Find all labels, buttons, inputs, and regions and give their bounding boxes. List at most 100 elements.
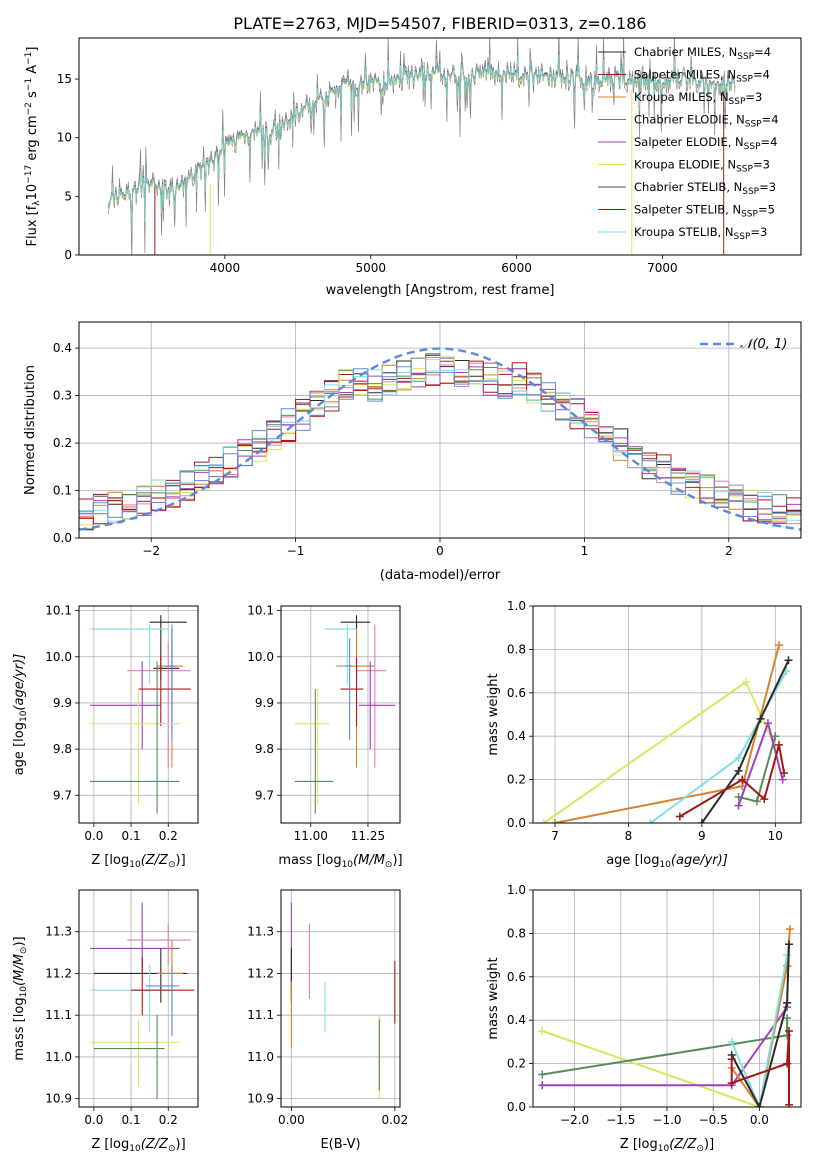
x-tick-label: 5000 <box>355 261 386 275</box>
y-tick-label: 0.0 <box>53 531 72 545</box>
label-part: mass weight <box>486 673 501 755</box>
label-part: erg cm <box>25 115 40 164</box>
x-tick-label: 11.00 <box>294 829 328 843</box>
y-tick-label: 11.0 <box>247 1050 274 1064</box>
label-part: Normed distribution <box>23 365 38 495</box>
label-part: 10 <box>129 1144 141 1154</box>
x-tick-label: 0.00 <box>278 1113 305 1127</box>
label-part: ] <box>25 47 40 52</box>
plot-area <box>281 606 400 823</box>
x-tick-label: 9 <box>698 829 706 843</box>
y-tick-label: 11.0 <box>45 1050 72 1064</box>
label-part: (M/M <box>12 954 27 986</box>
x-tick-label: 11.25 <box>351 829 385 843</box>
label-part: Kroupa ELODIE, N <box>634 158 736 172</box>
histogram-series <box>79 366 801 538</box>
label-part: Salpeter ELODIE, N <box>634 135 744 149</box>
label-part: =4 <box>753 68 770 82</box>
y-tick-label: 11.2 <box>45 966 72 980</box>
label-part: Kroupa MILES, N <box>634 90 729 104</box>
x-tick-label: 2 <box>725 544 733 558</box>
x-tick-label: 0.0 <box>84 829 103 843</box>
x-axis-label: Z [log10​(Z/Z⊙​)] <box>91 853 185 870</box>
label-part: −1 <box>24 52 34 65</box>
label-part: )] <box>176 1137 186 1152</box>
x-tick-label: 7000 <box>647 261 678 275</box>
mass-vs-ebv-panel: 0.00 0.02 10.9 11.0 11.1 11.2 11.3 E(B-V) <box>247 889 408 1152</box>
x-tick-label: 0.2 <box>159 1113 178 1127</box>
label-part: 10 <box>19 986 29 998</box>
y-tick-label: 0.6 <box>507 686 526 700</box>
spectrum-panel: 4000 5000 6000 7000 0 5 10 15 wavelength [Angstr… <box>24 37 802 298</box>
label-part: 10 <box>342 860 354 870</box>
label-part: SSP <box>729 97 746 107</box>
y-tick-label: 0.0 <box>507 816 526 830</box>
mass-vs-metallicity-panel: 0.0 0.1 0.2 10.9 11.0 11.1 11.2 11.3 Z [log10​(Z… <box>12 889 199 1154</box>
x-tick-label: 0.2 <box>159 829 178 843</box>
weight-series <box>730 944 790 1107</box>
label-part: SSP <box>742 187 759 197</box>
legend-label: 𝒩(0, 1) <box>740 337 787 352</box>
label-part: SSP <box>736 165 753 175</box>
gaussian-curve <box>79 347 801 531</box>
axes-frame <box>280 605 401 824</box>
age-vs-mass-panel: 11.00 11.25 9.7 9.8 9.9 10.0 10.1 mass [log10​(… <box>247 604 402 870</box>
label-part: SSP <box>741 210 758 220</box>
axes-frame <box>78 889 199 1108</box>
x-tick-label: 1 <box>581 544 589 558</box>
label-part: 10 <box>129 860 141 870</box>
legend-label: Kroupa ELODIE, NSSP​=3 <box>634 158 770 175</box>
label-part: SSP <box>737 52 754 62</box>
y-tick-label: 11.3 <box>247 925 274 939</box>
label-part: )] <box>392 853 402 868</box>
model-spectrum <box>107 53 736 226</box>
label-part: ⊙ <box>19 947 29 955</box>
y-tick-label: 0.4 <box>507 1013 526 1027</box>
label-part: −17 <box>24 165 34 184</box>
histogram-series <box>79 360 801 538</box>
x-axis-label: age [log10​(age/yr)] <box>606 853 728 870</box>
y-tick-label: 5 <box>64 189 72 203</box>
label-part: Kroupa STELIB, N <box>634 225 734 239</box>
label-part: (Z/Z <box>669 1137 697 1152</box>
legend-label: Chabrier ELODIE, NSSP​=4 <box>634 113 779 130</box>
legend-label: Kroupa MILES, NSSP​=3 <box>634 90 762 107</box>
weight-series <box>730 954 789 1107</box>
y-tick-label: 0.1 <box>53 484 72 498</box>
label-part: (age/yr)] <box>12 654 27 711</box>
figure-title: PLATE=2763, MJD=54507, FIBERID=0313, z=0… <box>233 14 646 33</box>
label-part: 10 <box>19 710 29 722</box>
legend-label: Kroupa STELIB, NSSP​=3 <box>634 225 767 242</box>
legend-label: Salpeter STELIB, NSSP​=5 <box>634 203 775 220</box>
y-tick-label: 15 <box>57 72 72 86</box>
x-tick-label: 10 <box>768 829 783 843</box>
label-part: Chabrier STELIB, N <box>634 180 742 194</box>
y-tick-label: 0.2 <box>53 436 72 450</box>
label-part: =4 <box>754 45 771 59</box>
y-tick-label: 1.0 <box>507 883 526 897</box>
label-part: )] <box>704 1137 714 1152</box>
x-tick-label: −2.0 <box>560 1113 589 1127</box>
weight-vs-metallicity-panel: −2.0 −1.5 −1.0 −0.5 0.0 0.0 0.2 0.4 0.6 0.8 1.0 Z [… <box>486 883 802 1154</box>
label-part: (age/yr)] <box>671 853 728 868</box>
label-part: Z [log <box>620 1137 658 1152</box>
legend-label: Chabrier MILES, NSSP​=4 <box>634 45 771 62</box>
x-tick-label: −1 <box>287 544 305 558</box>
errorbars <box>294 615 396 814</box>
y-tick-label: 0.6 <box>507 970 526 984</box>
x-axis-label: mass [log10​(M/M⊙​)] <box>278 853 402 870</box>
age-vs-metallicity-panel: 0.0 0.1 0.2 9.7 9.8 9.9 10.0 10.1 Z [log10​(Z/Z⊙… <box>12 604 199 870</box>
label-part: wavelength [Angstrom, rest frame] <box>326 283 555 298</box>
label-part: (Z/Z <box>141 1137 169 1152</box>
y-tick-label: 0.4 <box>53 341 72 355</box>
x-axis-label: E(B-V) <box>320 1137 360 1152</box>
y-tick-label: 9.9 <box>255 696 274 710</box>
x-axis-label: Z [log10​(Z/Z⊙​)] <box>620 1137 714 1154</box>
x-tick-label: 0.02 <box>381 1113 408 1127</box>
y-tick-label: 9.7 <box>255 788 274 802</box>
weight-lines <box>540 641 793 823</box>
y-tick-label: 1.0 <box>507 599 526 613</box>
label-part: ⊙ <box>696 1144 704 1154</box>
y-tick-label: 0.8 <box>507 642 526 656</box>
label-part: =4 <box>761 135 778 149</box>
